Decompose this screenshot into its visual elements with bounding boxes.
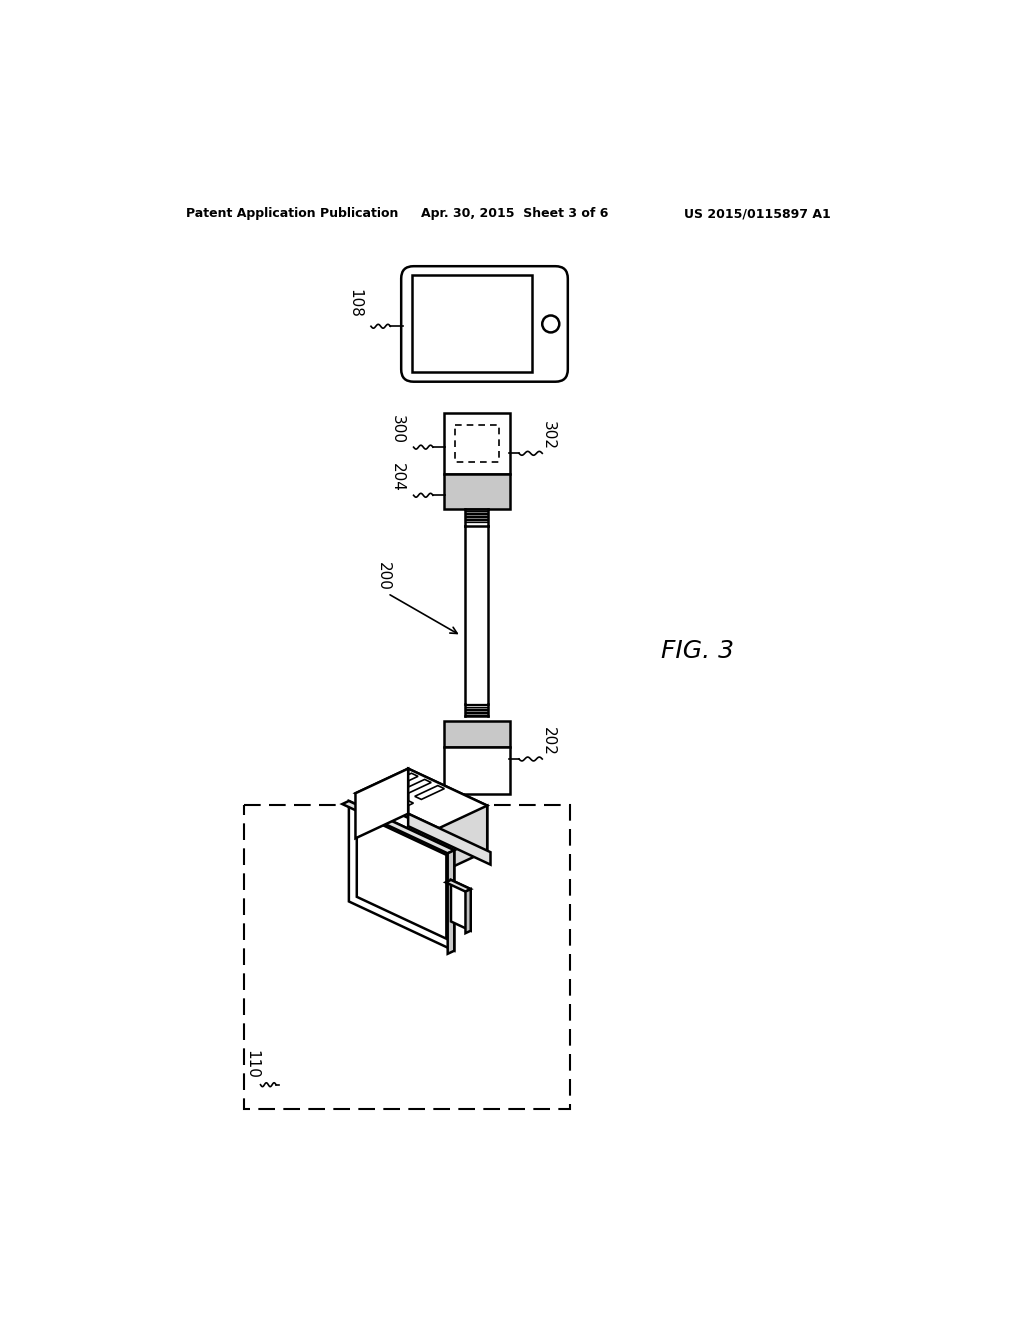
Polygon shape (385, 793, 401, 801)
Text: 110: 110 (245, 1051, 259, 1080)
Polygon shape (415, 785, 444, 800)
Polygon shape (451, 880, 471, 931)
Polygon shape (434, 805, 487, 875)
Polygon shape (388, 774, 418, 787)
Polygon shape (466, 890, 471, 933)
Text: Apr. 30, 2015  Sheet 3 of 6: Apr. 30, 2015 Sheet 3 of 6 (421, 207, 608, 220)
Polygon shape (349, 801, 455, 950)
Text: 200: 200 (376, 562, 391, 591)
Polygon shape (409, 813, 490, 865)
Polygon shape (445, 880, 471, 891)
Text: Patent Application Publication: Patent Application Publication (186, 207, 398, 220)
Text: FIG. 3: FIG. 3 (662, 639, 734, 663)
Bar (443, 721, 510, 747)
Circle shape (543, 315, 559, 333)
Text: US 2015/0115897 A1: US 2015/0115897 A1 (684, 207, 831, 220)
Polygon shape (355, 768, 487, 830)
Text: 204: 204 (390, 463, 404, 492)
Bar (412, 276, 532, 372)
Polygon shape (447, 850, 455, 954)
Text: 202: 202 (541, 727, 556, 756)
Polygon shape (401, 779, 431, 793)
Bar (443, 412, 510, 474)
Text: 300: 300 (390, 414, 404, 444)
Text: 108: 108 (347, 289, 362, 318)
FancyBboxPatch shape (401, 267, 568, 381)
Bar (245, 805, 569, 1109)
Polygon shape (342, 801, 455, 853)
Polygon shape (355, 768, 409, 838)
Bar (443, 747, 510, 793)
Polygon shape (356, 813, 446, 939)
Bar (455, 425, 499, 462)
Polygon shape (409, 768, 487, 850)
Polygon shape (397, 800, 414, 807)
Bar (443, 474, 510, 508)
Text: 302: 302 (541, 421, 556, 450)
